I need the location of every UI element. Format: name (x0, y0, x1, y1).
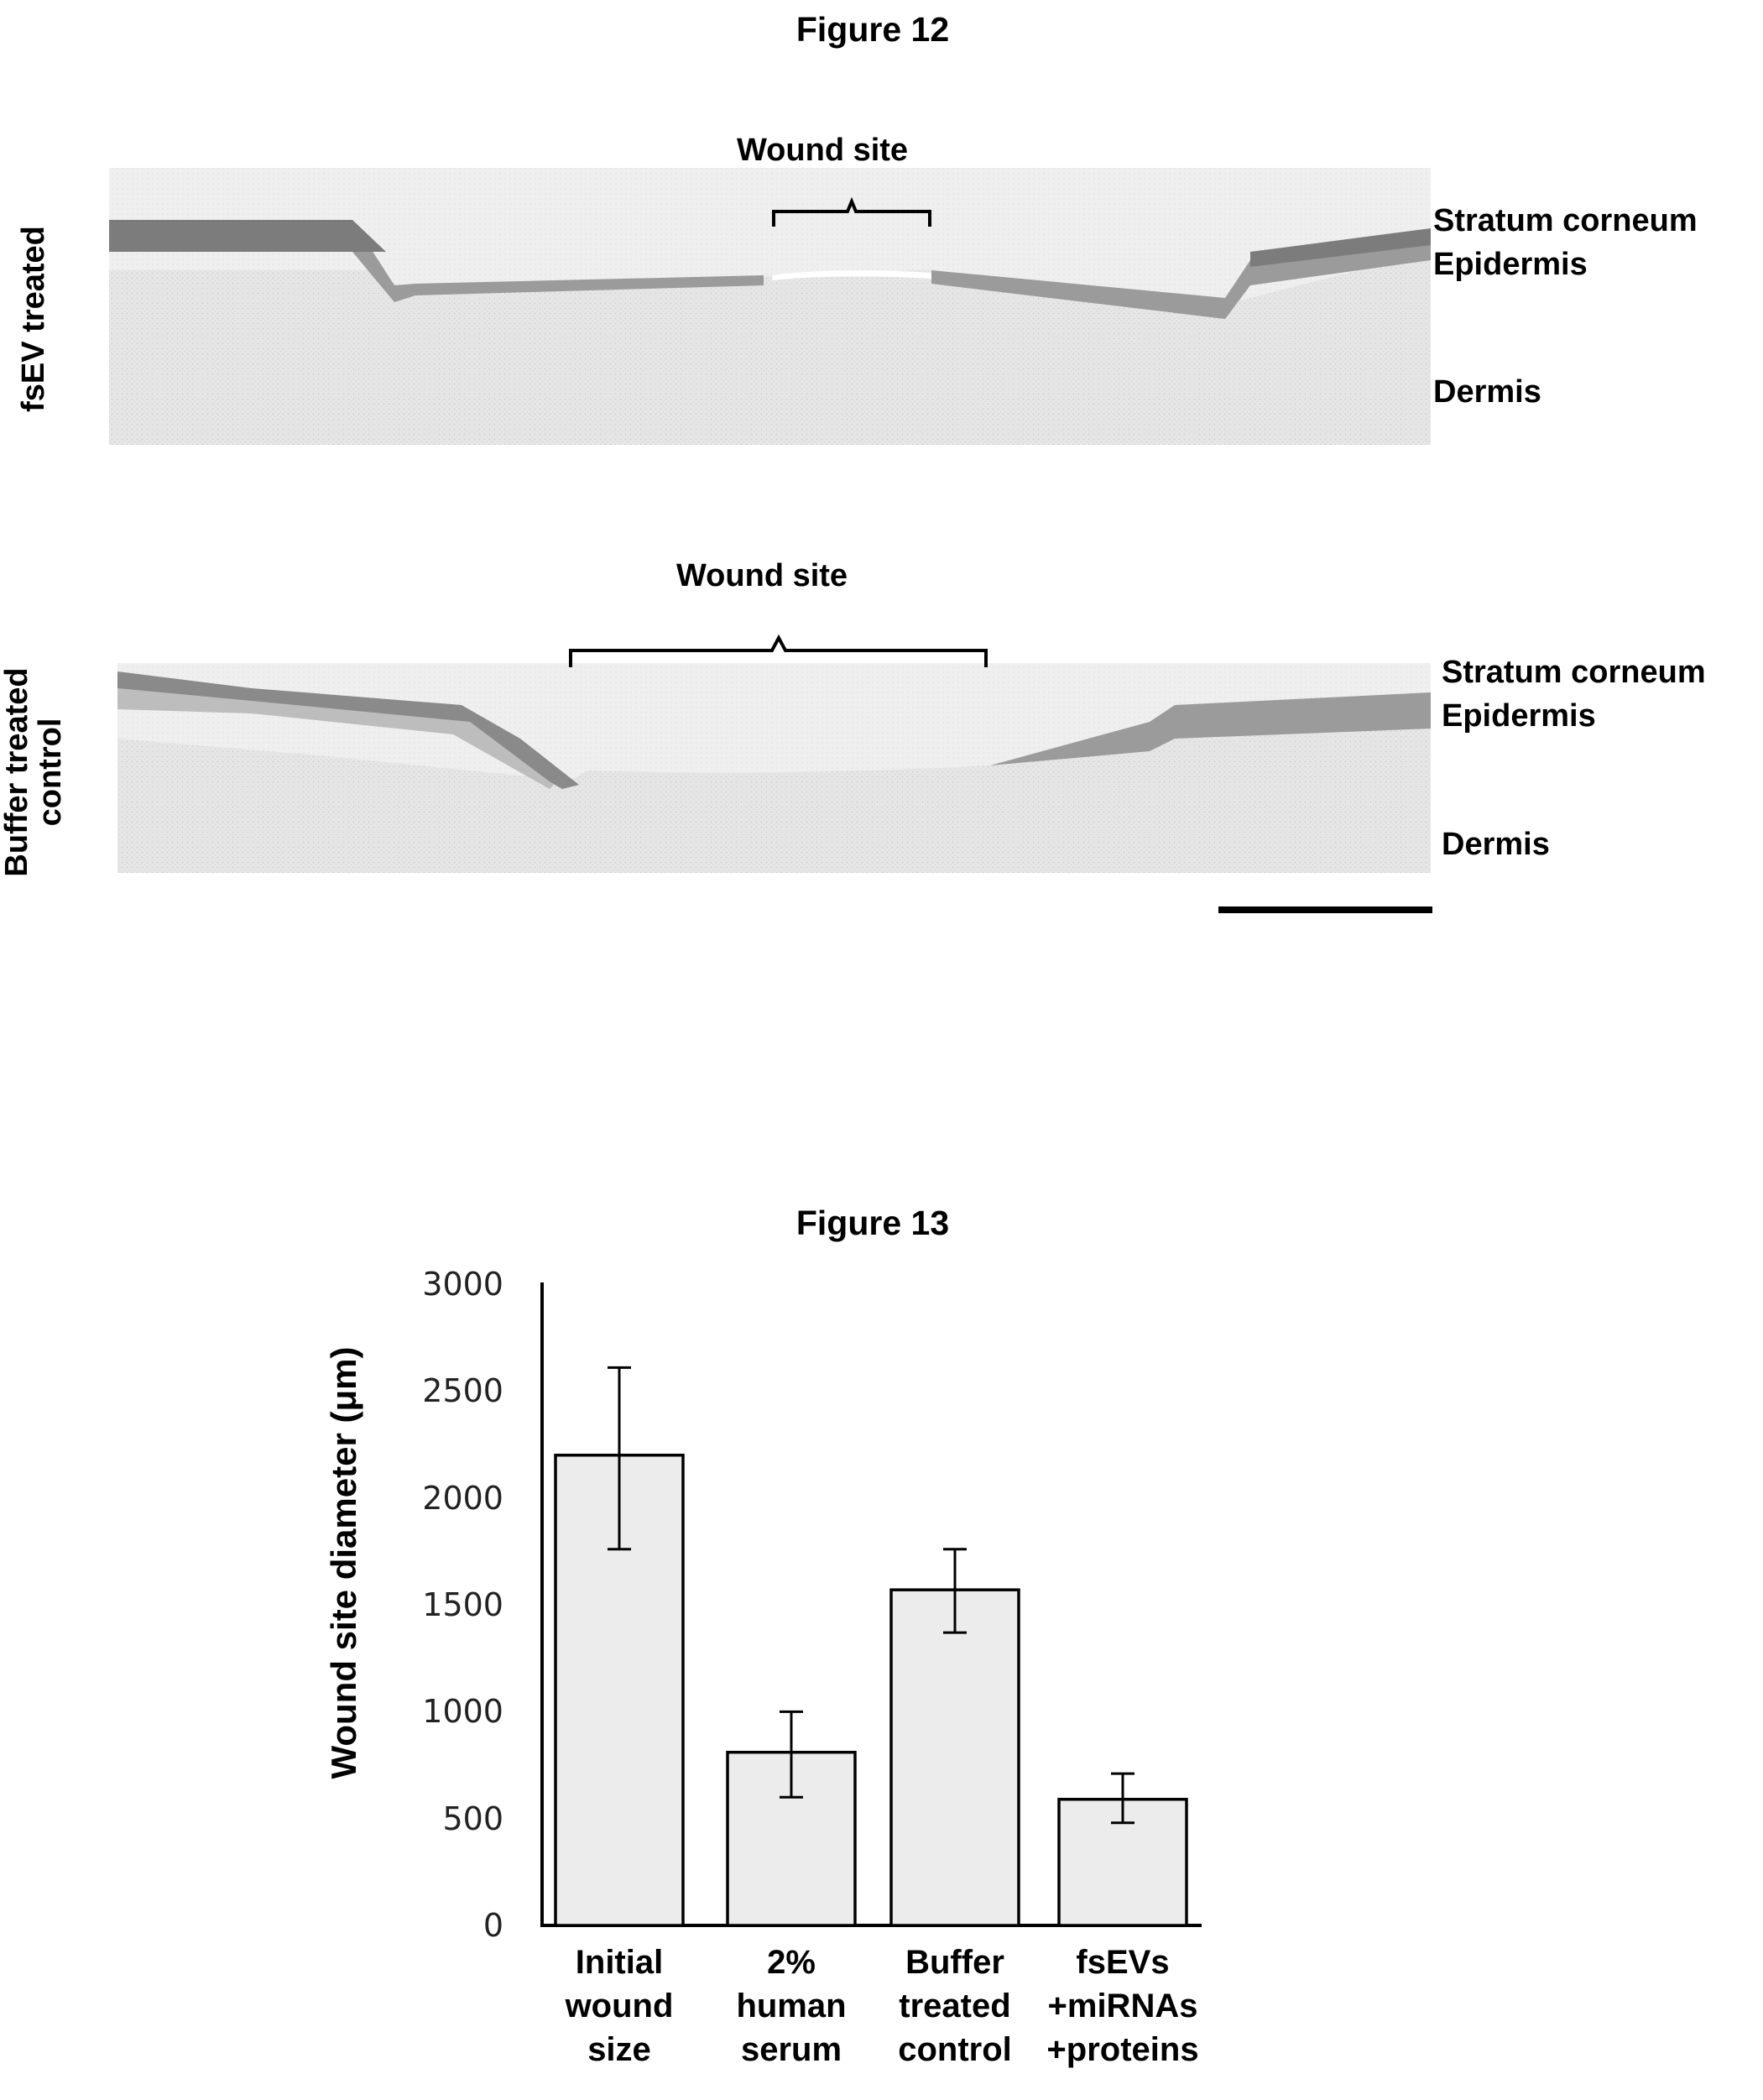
layer-label-epidermis-bottom: Epidermis (1442, 698, 1596, 734)
histology-images (109, 168, 1432, 913)
x-category-label: 2% human serum (699, 1941, 884, 2071)
x-category-label-line: serum (740, 2031, 842, 2068)
y-tick-label: 0 (482, 1907, 503, 1944)
figure-13-title: Figure 13 (795, 1204, 950, 1242)
x-category-label-line: +miRNAs (1047, 1988, 1198, 2024)
x-category-label: Buffer treated control (863, 1941, 1047, 2071)
y-tick-label: 2500 (422, 1372, 503, 1410)
layer-label-stratum-corneum-top: Stratum corneum (1433, 203, 1698, 238)
x-category-label-line: Initial (575, 1944, 664, 1981)
figure-12-title: Figure 12 (795, 10, 950, 49)
layer-label-dermis-bottom: Dermis (1442, 827, 1550, 862)
bar (889, 1588, 1020, 1927)
x-category-label-line: treated (899, 1988, 1011, 2024)
y-tick-label: 1000 (422, 1693, 503, 1731)
x-category-label-line: size (587, 2031, 651, 2068)
x-category-label-line: +proteins (1046, 2031, 1199, 2068)
x-category-label-line: Buffer (905, 1944, 1004, 1981)
scale-bar (1218, 906, 1432, 913)
fsev-treated-section (109, 168, 1431, 445)
y-tick-label: 2000 (422, 1479, 503, 1517)
x-category-label-line: human (736, 1988, 847, 2024)
y-tick-label: 3000 (422, 1266, 503, 1303)
x-category-label-line: wound (565, 1988, 674, 2024)
x-category-label-line: control (898, 2031, 1012, 2068)
y-tick-label: 500 (442, 1800, 503, 1837)
layer-label-stratum-corneum-bottom: Stratum corneum (1442, 655, 1706, 690)
layer-label-dermis-top: Dermis (1433, 374, 1541, 410)
wound-site-label-top: Wound site (737, 133, 909, 168)
x-category-label: fsEVs +miRNAs +proteins (1030, 1941, 1215, 2071)
error-bar (943, 1548, 967, 1634)
error-bar (1111, 1772, 1134, 1825)
x-category-label-line: fsEVs (1076, 1944, 1170, 1981)
error-bar (780, 1710, 803, 1799)
x-category-label-line: 2% (767, 1944, 816, 1981)
buffer-control-section (117, 634, 1431, 873)
layer-label-epidermis-top: Epidermis (1433, 247, 1588, 282)
y-tick-label: 1500 (422, 1586, 503, 1623)
error-bar (608, 1366, 631, 1551)
wound-site-label-bottom: Wound site (676, 558, 848, 593)
x-category-label: Initial wound size (527, 1941, 712, 2071)
